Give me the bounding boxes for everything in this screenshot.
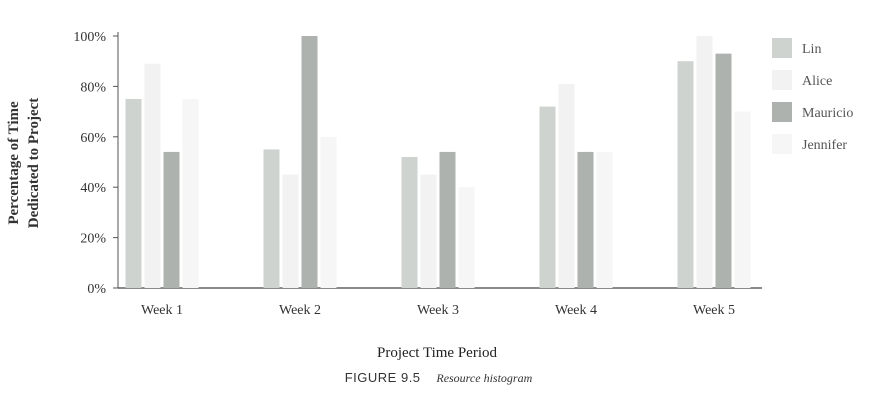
legend-swatch (772, 70, 792, 90)
bar-alice (144, 63, 161, 288)
y-tick-label: 0% (87, 282, 106, 297)
figure-caption: FIGURE 9.5 Resource histogram (0, 370, 877, 386)
bar-group (125, 63, 199, 288)
bar-group (263, 36, 337, 288)
x-tick-label: Week 4 (555, 303, 597, 318)
legend-swatch (772, 102, 792, 122)
bar-groups (125, 36, 751, 289)
figure-title: Resource histogram (436, 371, 533, 385)
y-tick-label: 100% (73, 30, 106, 45)
y-axis-title-line-2: Dedicated to Project (26, 98, 42, 229)
bar-lin (125, 99, 142, 288)
legend-swatch (772, 38, 792, 58)
bar-mauricio (163, 151, 180, 288)
x-axis-title: Project Time Period (377, 345, 498, 361)
bar-mauricio (439, 151, 456, 288)
x-axis: Week 1 Week 2 Week 3 Week 4 Week 5 (118, 287, 762, 318)
bar-jennifer (182, 99, 199, 288)
bar-alice (420, 174, 437, 288)
bar-lin (677, 61, 694, 289)
y-tick-label: 80% (80, 80, 106, 95)
bar-jennifer (458, 187, 475, 288)
bar-mauricio (577, 151, 594, 288)
legend-label: Mauricio (802, 106, 853, 121)
x-tick-label: Week 3 (417, 303, 459, 318)
bar-jennifer (320, 136, 337, 288)
bar-group (539, 83, 613, 288)
x-tick-label: Week 5 (693, 303, 735, 318)
legend-label: Lin (802, 42, 821, 57)
bar-group (401, 151, 475, 288)
bar-alice (696, 36, 713, 288)
bar-mauricio (715, 53, 732, 288)
x-tick-label: Week 1 (141, 303, 183, 318)
legend-label: Jennifer (802, 138, 847, 153)
bar-lin (401, 156, 418, 288)
bar-lin (263, 149, 280, 288)
bar-jennifer (596, 151, 613, 288)
y-tick-label: 40% (80, 181, 106, 196)
y-axis: 0% 20% 40% 60% 80% 100% (73, 30, 119, 297)
legend-label: Alice (802, 74, 832, 89)
y-tick-label: 60% (80, 131, 106, 146)
bar-mauricio (301, 36, 318, 288)
legend: Lin Alice Mauricio Jennifer (772, 38, 853, 154)
bar-lin (539, 106, 556, 288)
x-tick-label: Week 2 (279, 303, 321, 318)
legend-swatch (772, 134, 792, 154)
bar-alice (282, 174, 299, 288)
bar-jennifer (734, 111, 751, 288)
y-axis-title: Percentage of Time Dedicated to Project (6, 98, 42, 229)
y-tick-label: 20% (80, 232, 106, 247)
bar-alice (558, 83, 575, 288)
bar-group (677, 36, 751, 289)
figure-number: FIGURE 9.5 (344, 370, 421, 385)
y-axis-title-line-1: Percentage of Time (6, 101, 22, 225)
